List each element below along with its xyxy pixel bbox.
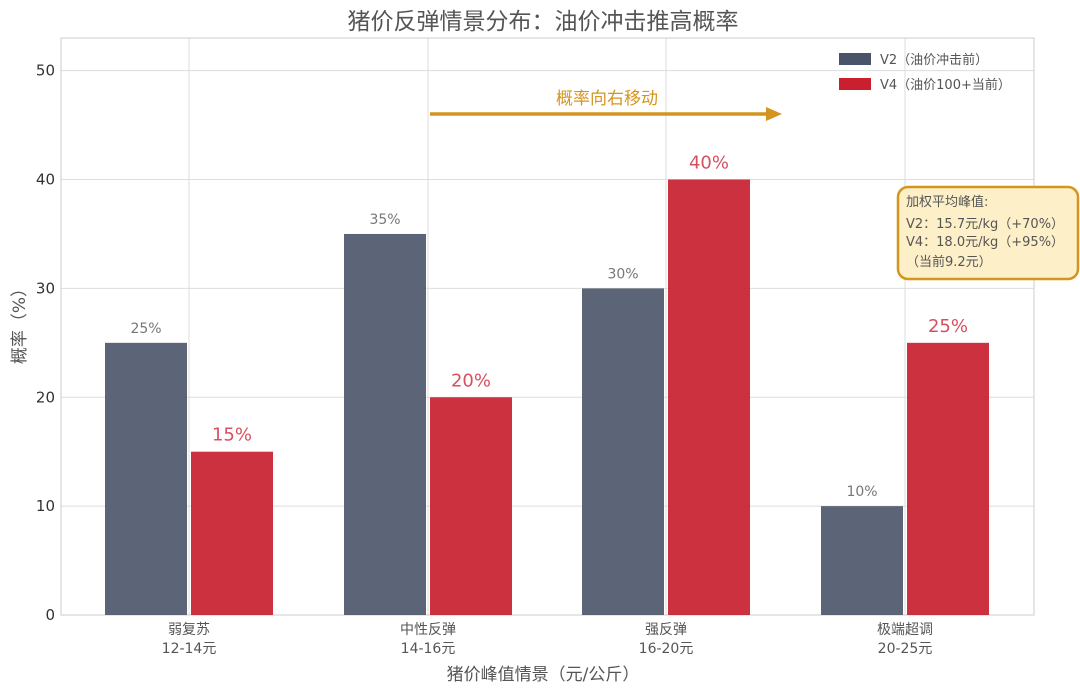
- shift-annotation: 概率向右移动: [430, 89, 782, 121]
- data-label-v4: 40%: [689, 153, 729, 174]
- x-category-labels: 弱复苏 12-14元 中性反弹 14-16元 强反弹 16-20元 极端超调 20-25元: [162, 621, 933, 657]
- y-tick-label: 0: [45, 606, 55, 624]
- data-label-v2: 35%: [369, 212, 400, 228]
- bar-v4: [191, 451, 273, 615]
- y-tick-label: 50: [36, 62, 55, 80]
- arrow-head-icon: [766, 107, 782, 121]
- x-category-range: 16-20元: [639, 641, 694, 657]
- bar-v2: [582, 288, 664, 615]
- y-tick-label: 40: [36, 171, 55, 189]
- weighted-average-box: 加权平均峰值: V2：15.7元/kg（+70%） V4：18.0元/kg（+9…: [896, 185, 1080, 281]
- data-label-v4: 20%: [451, 370, 491, 391]
- chart-title: 猪价反弹情景分布：油价冲击推高概率: [348, 9, 739, 35]
- legend-swatch-v4: [839, 78, 871, 90]
- legend: V2（油价冲击前） V4（油价100+当前）: [839, 52, 1011, 93]
- data-labels: 25% 35% 30% 10% 15% 20% 40% 25%: [130, 153, 968, 501]
- plot-frame: [60, 37, 1035, 616]
- x-category-name: 强反弹: [645, 622, 687, 638]
- x-axis-label: 猪价峰值情景（元/公斤）: [447, 665, 640, 685]
- x-category-range: 12-14元: [162, 641, 217, 657]
- bar-v4: [907, 342, 989, 615]
- data-label-v2: 10%: [846, 484, 877, 500]
- bar-v4: [430, 397, 512, 615]
- grid: [61, 38, 1034, 616]
- x-category-range: 20-25元: [878, 641, 933, 657]
- x-category-name: 极端超调: [877, 622, 933, 638]
- bar-v4: [668, 179, 750, 615]
- legend-label-v4: V4（油价100+当前）: [880, 77, 1011, 93]
- annotation-box: [896, 185, 1080, 281]
- annotation-line-4: （当前9.2元）: [906, 254, 992, 270]
- annotation-line-1: 加权平均峰值:: [906, 194, 988, 210]
- y-tick-label: 20: [36, 388, 55, 406]
- y-ticks: 0 10 20 30 40 50: [36, 62, 55, 624]
- legend-swatch-v2: [839, 53, 871, 65]
- bar-v2: [105, 342, 187, 615]
- y-axis-label: 概率（%）: [10, 280, 30, 364]
- data-label-v4: 15%: [212, 425, 252, 446]
- data-label-v2: 25%: [130, 321, 161, 337]
- x-category-name: 中性反弹: [400, 622, 456, 638]
- bars: [105, 179, 989, 615]
- annotation-line-3: V4：18.0元/kg（+95%）: [906, 235, 1064, 250]
- arrow-label: 概率向右移动: [556, 89, 658, 109]
- data-label-v2: 30%: [607, 266, 638, 282]
- annotation-line-2: V2：15.7元/kg（+70%）: [906, 217, 1064, 232]
- y-tick-label: 10: [36, 497, 55, 515]
- x-category-name: 弱复苏: [168, 621, 210, 638]
- y-tick-label: 30: [36, 279, 55, 297]
- bar-v2: [821, 506, 903, 615]
- legend-label-v2: V2（油价冲击前）: [880, 52, 988, 68]
- data-label-v4: 25%: [928, 316, 968, 337]
- bar-v2: [344, 233, 426, 615]
- x-category-range: 14-16元: [401, 641, 456, 657]
